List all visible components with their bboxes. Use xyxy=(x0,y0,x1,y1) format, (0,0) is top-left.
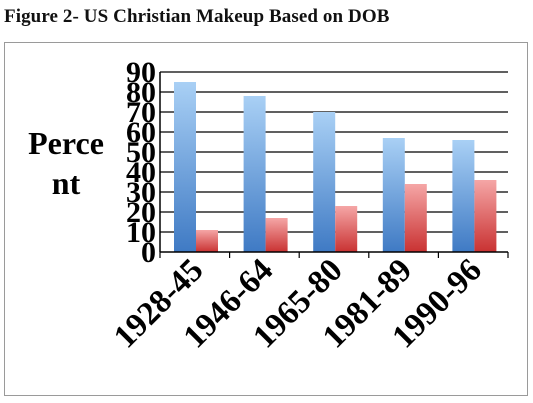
bar-series-2-1990-96 xyxy=(474,180,497,252)
bars xyxy=(174,82,497,252)
y-axis-label-line-2: nt xyxy=(52,165,81,201)
y-axis-label-line-1: Perce xyxy=(28,125,104,161)
bar-series-1-1928-45 xyxy=(174,82,196,252)
y-tick-label: 0 xyxy=(141,236,156,269)
y-tick-label: 60 xyxy=(126,116,156,149)
bar-series-1-1990-96 xyxy=(452,140,475,252)
bar-series-2-1946-64 xyxy=(265,218,288,252)
axes xyxy=(159,72,509,258)
figure-title: Figure 2- US Christian Makeup Based on D… xyxy=(4,6,390,27)
bar-series-2-1965-80 xyxy=(335,206,358,252)
y-tick-label: 50 xyxy=(126,136,156,169)
bar-series-1-1965-80 xyxy=(313,112,336,252)
y-tick-label: 30 xyxy=(126,176,156,209)
bar-series-1-1981-89 xyxy=(382,138,405,252)
bar-series-1-1946-64 xyxy=(243,96,266,252)
bar-series-2-1928-45 xyxy=(196,230,218,252)
y-tick-label: 70 xyxy=(126,96,156,129)
bar-series-2-1981-89 xyxy=(404,184,427,252)
y-tick-label: 10 xyxy=(126,216,156,249)
y-tick-label: 20 xyxy=(126,196,156,229)
y-tick-label: 90 xyxy=(126,56,156,89)
y-tick-label: 40 xyxy=(126,156,156,189)
y-tick-label: 80 xyxy=(126,76,156,109)
